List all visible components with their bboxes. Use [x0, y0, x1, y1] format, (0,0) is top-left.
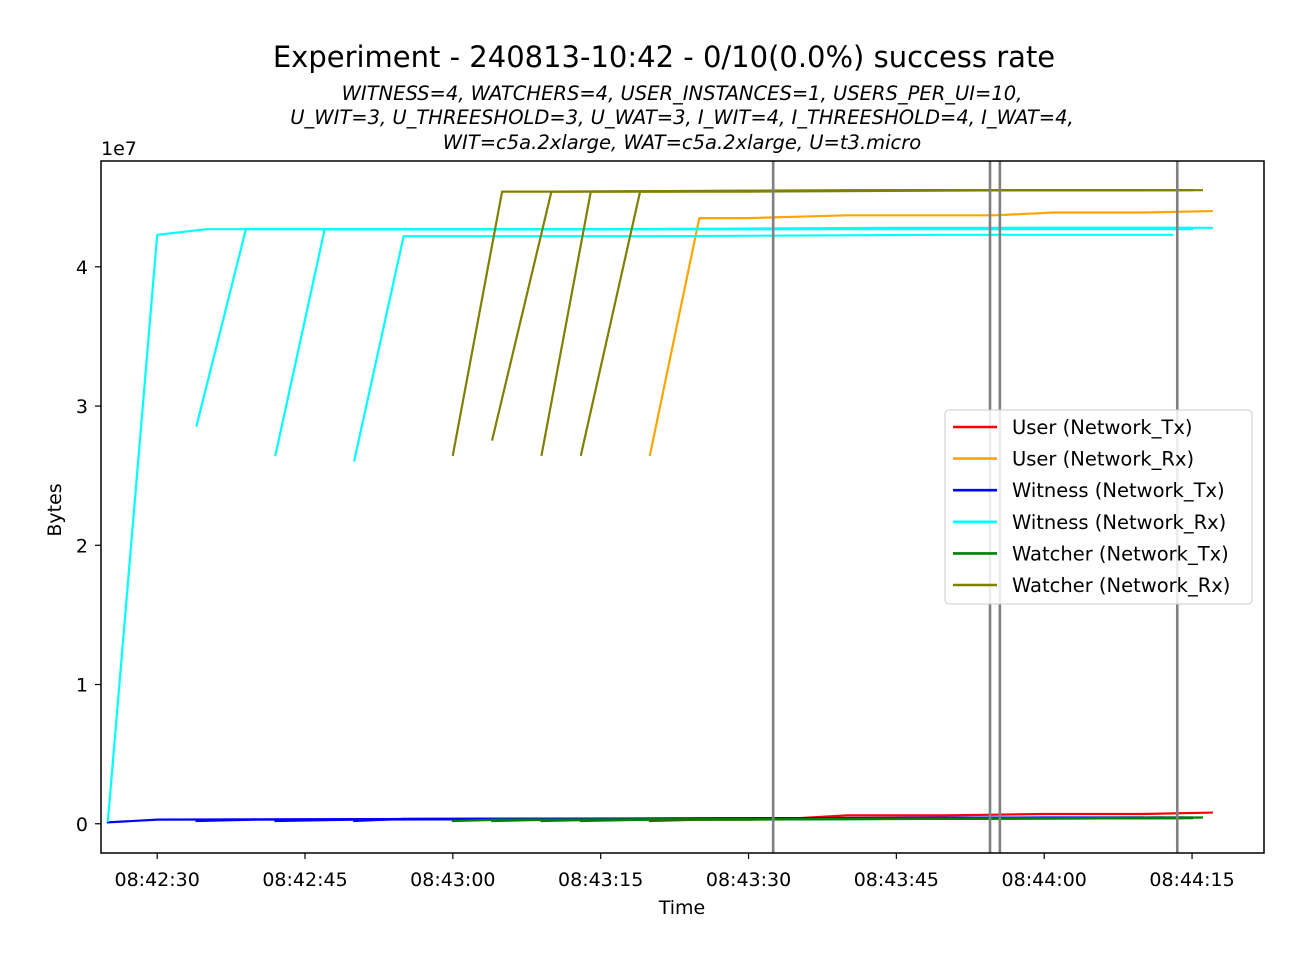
legend-label: Watcher (Network_Tx): [1012, 542, 1229, 565]
y-tick-label: 2: [76, 535, 88, 557]
x-axis-label: Time: [658, 897, 706, 919]
legend: User (Network_Tx) User (Network_Rx) Witnes…: [944, 409, 1253, 605]
legend-label: User (Network_Tx): [1012, 416, 1192, 439]
chart-subtitle-line-1: WITNESS=4, WATCHERS=4, USER_INSTANCES=1,…: [342, 82, 1023, 105]
series-line: [648, 209, 1213, 457]
x-tick-label: 08:42:30: [115, 869, 200, 891]
y-axis-ticks: 0 1 2 3 4: [76, 257, 101, 836]
series-user-network-rx: [648, 209, 1213, 457]
x-tick-label: 08:44:00: [1002, 869, 1087, 891]
plot-frame: [100, 160, 1265, 854]
series-watcher-network-tx: [451, 816, 1204, 823]
chart-title: Experiment - 240813-10:42 - 0/10(0.0%) s…: [273, 40, 1055, 74]
y-offset-label: 1e7: [101, 138, 137, 160]
x-tick-label: 08:42:45: [262, 869, 347, 891]
series-line: [195, 226, 1194, 427]
legend-entries: User (Network_Tx) User (Network_Rx) Witnes…: [953, 416, 1230, 597]
y-axis-label: Bytes: [44, 483, 66, 536]
legend-label: Watcher (Network_Rx): [1012, 574, 1230, 597]
x-tick-label: 08:43:45: [854, 869, 939, 891]
legend-label: User (Network_Rx): [1012, 448, 1194, 471]
legend-label: Witness (Network_Rx): [1012, 511, 1226, 534]
y-tick-label: 1: [76, 675, 88, 697]
series-watcher-network-rx: [451, 189, 1204, 457]
y-tick-label: 3: [76, 396, 88, 418]
series-line: [579, 817, 1194, 823]
x-tick-label: 08:43:15: [558, 869, 643, 891]
y-tick-label: 4: [76, 257, 88, 279]
x-tick-label: 08:43:30: [706, 869, 791, 891]
x-tick-label: 08:43:00: [410, 869, 495, 891]
legend-box: [944, 409, 1253, 605]
x-tick-label: 08:44:15: [1149, 869, 1234, 891]
chart-subtitle-line-2: U_WIT=3, U_THREESHOLD=3, U_WAT=3, I_WIT=…: [290, 106, 1073, 129]
series-line: [274, 226, 1213, 457]
series-witness-network-rx: [106, 226, 1213, 823]
series-layer: [106, 189, 1213, 824]
y-tick-label: 0: [76, 814, 88, 836]
series-line: [579, 189, 1194, 457]
chart-subtitle-line-3: WIT=c5a.2xlarge, WAT=c5a.2xlarge, U=t3.m…: [443, 131, 922, 154]
legend-label: Witness (Network_Tx): [1012, 479, 1225, 502]
x-axis-ticks: 08:42:30 08:42:45 08:43:00 08:43:15 08:43:30…: [115, 853, 1235, 891]
series-line: [352, 233, 1174, 462]
